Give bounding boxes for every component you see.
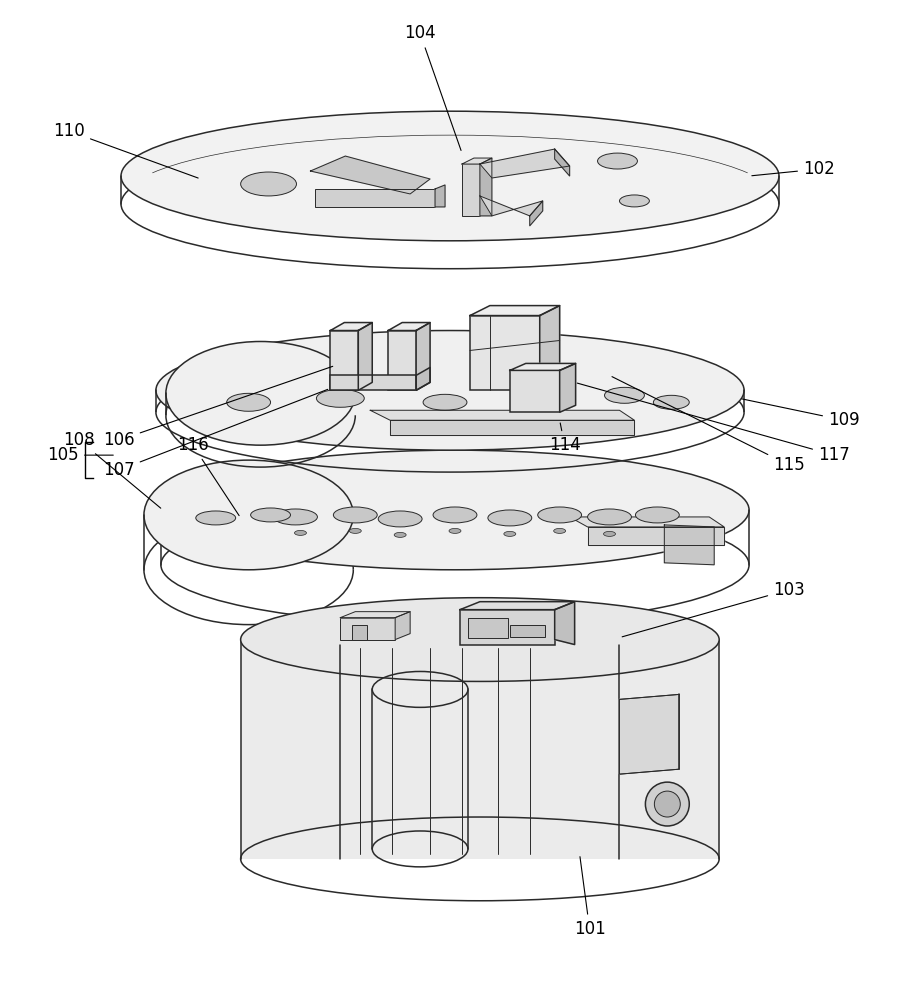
Ellipse shape xyxy=(316,389,364,407)
Polygon shape xyxy=(460,602,575,610)
Polygon shape xyxy=(555,602,575,645)
Ellipse shape xyxy=(350,528,361,533)
Bar xyxy=(460,610,555,645)
Ellipse shape xyxy=(597,153,637,169)
Polygon shape xyxy=(510,363,576,370)
Polygon shape xyxy=(331,323,372,331)
Polygon shape xyxy=(560,363,576,412)
Text: 114: 114 xyxy=(549,423,580,454)
Text: 106: 106 xyxy=(104,366,332,449)
Polygon shape xyxy=(480,158,492,216)
Text: 104: 104 xyxy=(405,24,461,150)
Text: 103: 103 xyxy=(623,581,805,637)
Polygon shape xyxy=(435,185,445,207)
Polygon shape xyxy=(390,420,634,435)
Text: 117: 117 xyxy=(578,383,850,464)
Ellipse shape xyxy=(538,507,581,523)
Polygon shape xyxy=(620,694,679,774)
Polygon shape xyxy=(480,196,542,216)
Polygon shape xyxy=(341,612,410,618)
Bar xyxy=(331,331,359,390)
Bar xyxy=(331,375,416,390)
Ellipse shape xyxy=(274,509,317,525)
Text: 107: 107 xyxy=(104,389,328,479)
Polygon shape xyxy=(416,323,430,390)
Polygon shape xyxy=(587,527,724,545)
Ellipse shape xyxy=(635,507,679,523)
Polygon shape xyxy=(555,149,569,176)
Ellipse shape xyxy=(433,507,477,523)
Text: 116: 116 xyxy=(177,436,239,516)
Polygon shape xyxy=(664,525,714,565)
Ellipse shape xyxy=(504,531,515,536)
Bar xyxy=(510,370,560,412)
Ellipse shape xyxy=(605,387,644,403)
Bar xyxy=(352,625,368,640)
Ellipse shape xyxy=(620,195,650,207)
Bar xyxy=(462,164,480,216)
Ellipse shape xyxy=(241,598,719,681)
Text: 109: 109 xyxy=(742,399,860,429)
Ellipse shape xyxy=(654,791,680,817)
Polygon shape xyxy=(359,323,372,390)
Text: 102: 102 xyxy=(751,160,834,178)
Ellipse shape xyxy=(156,331,744,450)
Ellipse shape xyxy=(250,508,290,522)
Ellipse shape xyxy=(587,509,632,525)
Text: 101: 101 xyxy=(574,857,605,938)
Ellipse shape xyxy=(554,528,566,533)
Ellipse shape xyxy=(166,341,355,445)
Polygon shape xyxy=(388,323,430,331)
Polygon shape xyxy=(370,410,634,420)
Text: 108: 108 xyxy=(63,431,160,508)
Ellipse shape xyxy=(645,782,689,826)
Bar xyxy=(341,618,396,640)
Polygon shape xyxy=(569,517,724,527)
Bar xyxy=(315,189,435,207)
Bar xyxy=(388,331,416,390)
Polygon shape xyxy=(470,306,560,316)
Ellipse shape xyxy=(227,393,270,411)
Polygon shape xyxy=(416,367,430,390)
Text: 115: 115 xyxy=(612,377,805,474)
Ellipse shape xyxy=(394,532,406,537)
Ellipse shape xyxy=(378,511,422,527)
Ellipse shape xyxy=(487,510,532,526)
Ellipse shape xyxy=(241,172,296,196)
Bar xyxy=(468,618,508,638)
Text: 105: 105 xyxy=(48,446,114,464)
Ellipse shape xyxy=(144,460,353,570)
Ellipse shape xyxy=(196,511,236,525)
Bar xyxy=(510,625,545,637)
Polygon shape xyxy=(311,156,430,194)
Ellipse shape xyxy=(295,530,306,535)
Polygon shape xyxy=(480,149,569,178)
Ellipse shape xyxy=(161,450,749,570)
Polygon shape xyxy=(396,612,410,640)
Text: 110: 110 xyxy=(53,122,198,178)
Polygon shape xyxy=(462,158,492,164)
Bar xyxy=(470,316,540,390)
Polygon shape xyxy=(540,306,560,390)
Ellipse shape xyxy=(423,394,467,410)
Ellipse shape xyxy=(333,507,378,523)
Polygon shape xyxy=(530,201,542,226)
Bar xyxy=(241,640,719,859)
Ellipse shape xyxy=(449,528,461,533)
Ellipse shape xyxy=(604,531,615,536)
Ellipse shape xyxy=(121,111,779,241)
Ellipse shape xyxy=(653,395,689,409)
